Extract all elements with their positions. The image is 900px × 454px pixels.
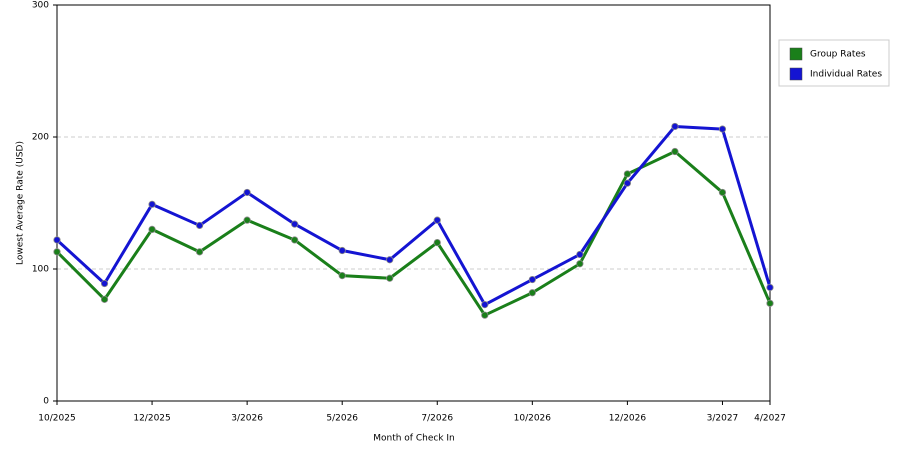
data-point <box>53 248 61 256</box>
plot-border <box>56 4 771 402</box>
data-point <box>386 274 394 282</box>
data-point <box>338 271 346 280</box>
data-point <box>481 311 489 319</box>
series-line <box>55 150 772 317</box>
data-point <box>148 200 156 208</box>
data-point <box>338 246 346 255</box>
data-point <box>671 147 679 156</box>
x-tick-label: 3/2026 <box>231 414 263 424</box>
data-point <box>100 295 109 303</box>
data-point <box>718 125 727 133</box>
data-point <box>433 239 441 247</box>
series-line <box>55 124 772 307</box>
x-tick-label: 12/2025 <box>133 414 170 424</box>
data-point <box>671 122 679 131</box>
y-tick-label: 200 <box>32 133 49 143</box>
x-tick-label: 3/2027 <box>707 414 739 424</box>
legend-label: Individual Rates <box>810 70 882 80</box>
y-axis-label: Lowest Average Rate (USD) <box>16 141 26 265</box>
data-point <box>100 279 109 288</box>
data-point <box>291 220 299 228</box>
data-point <box>576 250 584 259</box>
data-point <box>528 289 536 297</box>
y-tick-label: 300 <box>32 1 49 11</box>
data-point <box>243 216 251 224</box>
data-point <box>576 260 584 268</box>
legend-label: Group Rates <box>810 50 866 60</box>
x-axis-label: Month of Check In <box>373 434 455 444</box>
data-point <box>766 283 774 292</box>
data-point <box>291 236 299 244</box>
x-tick-label: 12/2026 <box>609 414 647 424</box>
legend-swatch <box>789 67 803 81</box>
data-point <box>766 299 774 307</box>
x-tick-label: 5/2026 <box>326 414 358 424</box>
data-point <box>528 275 536 284</box>
data-point <box>243 188 251 197</box>
data-point <box>623 170 632 178</box>
data-point <box>196 221 204 230</box>
data-point <box>481 301 489 309</box>
data-point <box>148 225 156 233</box>
x-tick-label: 10/2025 <box>38 414 75 424</box>
data-point <box>196 248 204 256</box>
x-tick-label: 4/2027 <box>754 414 786 424</box>
data-point <box>623 179 632 187</box>
x-tick-label: 7/2026 <box>421 414 453 424</box>
data-point <box>53 236 61 244</box>
y-tick-label: 0 <box>43 397 49 407</box>
y-tick-label: 100 <box>32 265 49 275</box>
data-point <box>718 188 727 197</box>
data-point <box>386 256 394 264</box>
legend-swatch <box>789 47 803 61</box>
x-tick-label: 10/2026 <box>514 414 552 424</box>
data-point <box>433 216 441 224</box>
